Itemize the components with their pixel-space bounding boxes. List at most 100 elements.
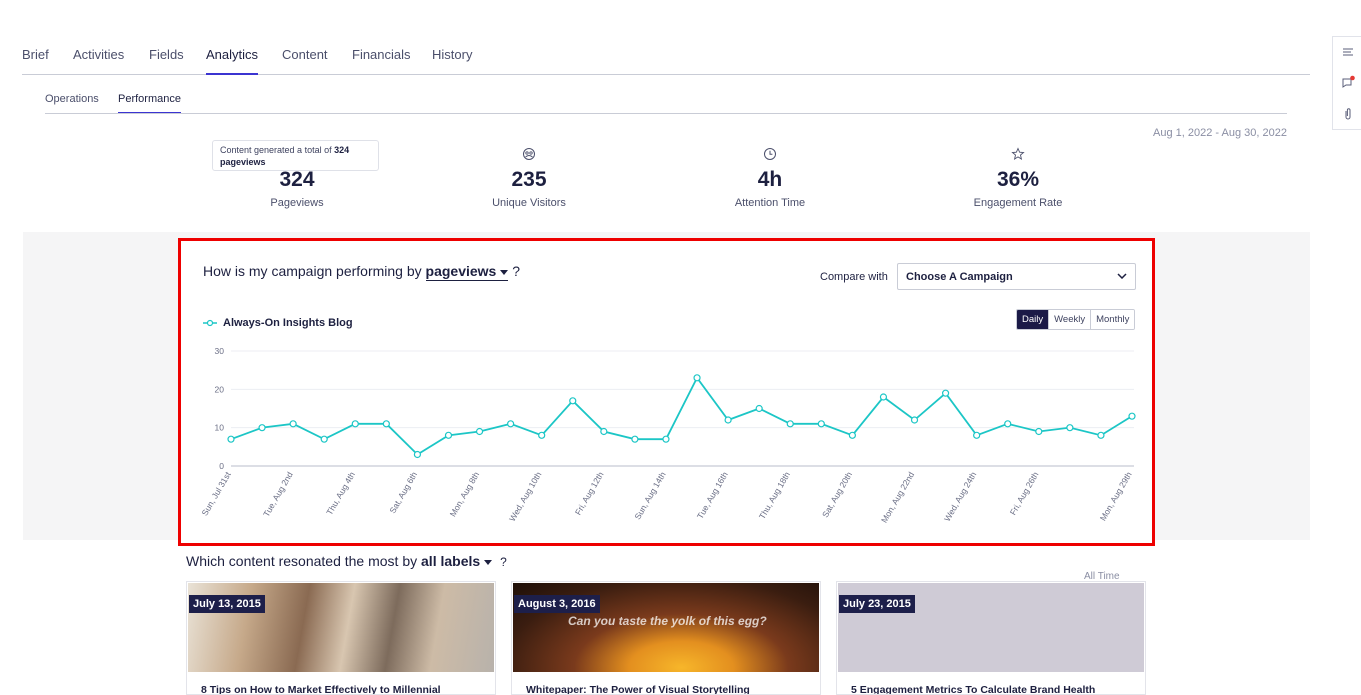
metric-engagement-rate: 36% Engagement Rate [918, 145, 1118, 209]
metric-label: Pageviews [270, 197, 324, 209]
labels-dropdown[interactable]: all labels [421, 553, 493, 570]
data-point [413, 450, 422, 459]
data-point [817, 420, 825, 428]
x-tick-label: Fri, Aug 12th [573, 470, 606, 517]
metric-attention-time: 4h Attention Time [670, 145, 870, 209]
x-tick-label: Tue, Aug 16th [695, 470, 730, 521]
data-point [382, 420, 390, 428]
subtab-operations[interactable]: Operations [45, 93, 99, 105]
content-card[interactable]: July 13, 2015 8 Tips on How to Market Ef… [186, 581, 496, 695]
x-tick-label: Mon, Aug 22nd [879, 470, 916, 525]
x-tick-label: Thu, Aug 4th [324, 470, 357, 517]
data-point [724, 416, 732, 424]
legend-line-marker [203, 319, 217, 327]
tab-analytics[interactable]: Analytics [206, 47, 259, 75]
data-point [538, 431, 546, 439]
content-card[interactable]: Can you taste the yolk of this egg? Augu… [511, 581, 821, 695]
monthly-button[interactable]: Monthly [1090, 310, 1135, 329]
chart-legend[interactable]: Always-On Insights Blog [203, 317, 353, 329]
x-tick-label: Tue, Aug 2nd [261, 470, 295, 519]
y-tick-label: 20 [215, 384, 225, 394]
tab-fields[interactable]: Fields [149, 47, 184, 62]
metric-dropdown[interactable]: pageviews [425, 263, 509, 281]
metric-value: 36% [996, 168, 1040, 191]
data-point [600, 427, 608, 436]
x-tick-label: Sat, Aug 20th [820, 470, 854, 519]
tooltip-prefix: Content generated a total of [220, 145, 335, 155]
content-suffix: ? [500, 555, 507, 569]
y-tick-label: 30 [215, 346, 225, 356]
data-point [444, 431, 453, 439]
daily-button[interactable]: Daily [1017, 310, 1049, 329]
comments-icon[interactable] [1341, 75, 1355, 89]
right-toolbar [1332, 36, 1361, 130]
data-point [289, 420, 297, 428]
card-date: July 13, 2015 [189, 595, 265, 613]
data-point [475, 427, 484, 436]
tab-brief[interactable]: Brief [22, 47, 49, 62]
tab-activities[interactable]: Activities [73, 47, 125, 62]
y-tick-label: 10 [215, 423, 225, 433]
card-image-caption: Can you taste the yolk of this egg? [568, 614, 767, 628]
clock-icon [670, 145, 870, 163]
pageviews-line-chart: 0 10 20 30 Sun, Jul 31st Tue, Aug 2nd Thu, Aug… [200, 346, 1136, 525]
card-title: 5 Engagement Metrics To Calculate Brand … [851, 684, 1096, 695]
card-title: Whitepaper: The Power of Visual Storytel… [526, 684, 750, 695]
data-point [755, 404, 763, 413]
data-point [786, 420, 794, 428]
tab-financials[interactable]: Financials [352, 47, 411, 62]
data-point [910, 416, 919, 424]
data-point [1097, 431, 1105, 439]
card-title: 8 Tips on How to Market Effectively to M… [201, 684, 441, 695]
x-tick-label: Mon, Aug 29th [1098, 470, 1134, 523]
data-point [631, 435, 639, 443]
campaign-select-value: Choose A Campaign [906, 271, 1013, 283]
content-section-title: Which content resonated the most by all … [186, 553, 507, 569]
labels-dropdown-label: all labels [421, 553, 481, 569]
x-tick-label: Mon, Aug 8th [448, 470, 482, 519]
tab-history[interactable]: History [432, 47, 473, 62]
list-icon[interactable] [1341, 45, 1355, 59]
x-tick-label: Sun, Aug 14th [632, 470, 668, 521]
tooltip-suffix: pageviews [220, 157, 266, 167]
data-point [227, 435, 235, 443]
metric-label: Attention Time [734, 197, 806, 209]
x-tick-label: Thu, Aug 18th [757, 470, 792, 521]
sub-tabs: Operations Performance [45, 86, 1287, 114]
attachment-icon[interactable] [1341, 107, 1355, 121]
weekly-button[interactable]: Weekly [1048, 310, 1091, 329]
time-filter[interactable]: All Time [1084, 571, 1120, 582]
question-prefix: How is my campaign performing by [203, 263, 422, 279]
x-tick-label: Wed, Aug 10th [507, 470, 544, 523]
content-card[interactable]: July 23, 2015 5 Engagement Metrics To Ca… [836, 581, 1146, 695]
data-point [320, 435, 328, 443]
data-point [693, 374, 701, 382]
date-range: Aug 1, 2022 - Aug 30, 2022 [1153, 127, 1287, 139]
data-point [569, 397, 577, 405]
pageviews-tooltip: Content generated a total of 324 pagevie… [212, 140, 379, 171]
question-suffix: ? [512, 263, 521, 279]
data-point [1066, 424, 1074, 432]
caret-down-icon [500, 269, 509, 275]
subtab-performance[interactable]: Performance [118, 93, 181, 113]
chevron-down-icon [1117, 273, 1127, 279]
campaign-select[interactable]: Choose A Campaign [897, 263, 1136, 290]
x-tick-label: Sat, Aug 6th [387, 470, 419, 515]
metric-label: Engagement Rate [973, 197, 1063, 209]
data-point [507, 420, 515, 428]
caret-down-icon [484, 559, 493, 565]
data-point [662, 435, 670, 443]
metric-unique-visitors: 235 Unique Visitors [429, 145, 629, 209]
y-tick-label: 0 [219, 461, 224, 471]
data-point [1128, 412, 1136, 420]
star-icon [918, 145, 1118, 163]
metric-pageviews: 324 Pageviews [197, 145, 397, 209]
data-point [351, 420, 359, 428]
metric-value: 324 [279, 168, 315, 191]
content-prefix: Which content resonated the most by [186, 553, 418, 569]
campaign-performance-panel: How is my campaign performing by pagevie… [178, 238, 1155, 546]
metric-label: Unique Visitors [492, 197, 566, 209]
tab-content[interactable]: Content [282, 47, 328, 62]
eye-icon [197, 145, 397, 163]
metric-value: 4h [757, 168, 783, 191]
